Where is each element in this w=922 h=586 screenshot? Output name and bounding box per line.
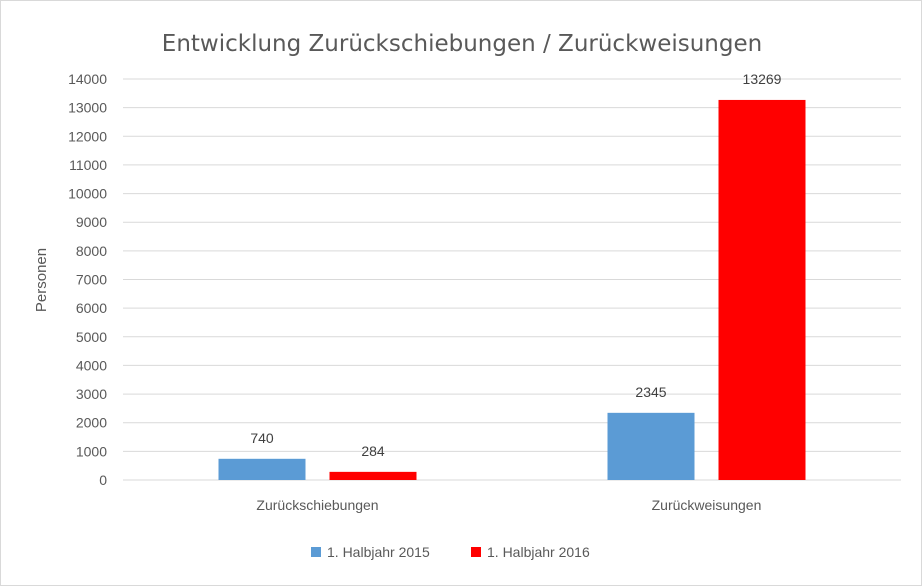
bars: 740 284 2345 13269 [218, 71, 806, 480]
y-tick-label: 9000 [76, 214, 107, 230]
legend-swatch [311, 547, 321, 557]
y-tick-label: 13000 [68, 100, 107, 116]
category-label: Zurückweisungen [652, 497, 762, 513]
bar [329, 471, 417, 480]
y-tick-label: 12000 [68, 128, 107, 144]
y-tick-label: 3000 [76, 386, 107, 402]
legend-swatch [471, 547, 481, 557]
y-tick-label: 14000 [68, 71, 107, 87]
y-tick-label: 8000 [76, 243, 107, 259]
category-labels: Zurückschiebungen Zurückweisungen [256, 497, 761, 513]
y-axis-label: Personen [33, 248, 50, 312]
bar [218, 458, 306, 480]
category-label: Zurückschiebungen [256, 497, 378, 513]
data-label: 740 [250, 430, 274, 446]
y-tick-label: 11000 [69, 157, 107, 173]
y-tick-label: 0 [99, 472, 107, 488]
legend-entry: 1. Halbjahr 2016 [487, 544, 590, 560]
y-axis-ticks: 0 1000 2000 3000 4000 5000 6000 7000 8000 9000 100… [68, 71, 107, 488]
data-label: 13269 [743, 71, 782, 87]
bar [607, 412, 695, 480]
y-tick-label: 2000 [76, 415, 107, 431]
y-tick-label: 1000 [76, 443, 107, 459]
y-tick-label: 7000 [76, 272, 107, 288]
legend: 1. Halbjahr 2015 1. Halbjahr 2016 [311, 544, 590, 560]
y-tick-label: 6000 [76, 300, 107, 316]
bar [718, 99, 806, 480]
data-label: 2345 [635, 384, 666, 400]
legend-entry: 1. Halbjahr 2015 [327, 544, 430, 560]
y-tick-label: 10000 [68, 186, 107, 202]
y-tick-label: 4000 [76, 357, 107, 373]
chart-title: Entwicklung Zurückschiebungen / Zurückwe… [162, 31, 762, 57]
y-tick-label: 5000 [76, 329, 107, 345]
data-label: 284 [361, 443, 385, 459]
